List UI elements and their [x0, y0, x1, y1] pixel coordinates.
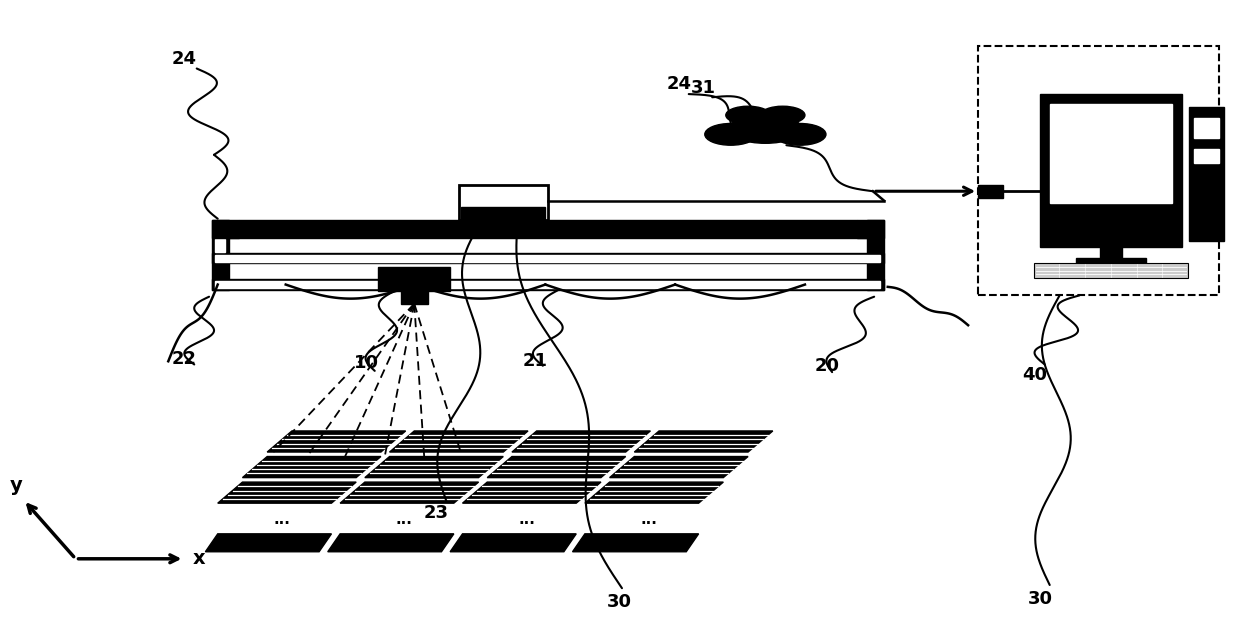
Polygon shape — [243, 456, 380, 478]
Bar — [212, 220, 229, 290]
Bar — [216, 281, 881, 288]
Polygon shape — [857, 220, 885, 238]
Polygon shape — [212, 220, 239, 238]
Polygon shape — [206, 534, 332, 551]
Bar — [978, 185, 1002, 198]
Bar — [1033, 263, 1188, 278]
Bar — [400, 291, 427, 304]
Bar — [1077, 257, 1146, 264]
Bar — [212, 279, 885, 290]
Text: 24: 24 — [172, 50, 197, 68]
Polygon shape — [218, 482, 356, 503]
Ellipse shape — [761, 106, 805, 124]
Bar — [1189, 107, 1224, 241]
Polygon shape — [389, 431, 528, 452]
Text: 30: 30 — [1027, 590, 1052, 608]
Ellipse shape — [705, 123, 757, 145]
Ellipse shape — [726, 106, 771, 124]
Bar — [461, 207, 545, 219]
Text: 23: 23 — [424, 504, 449, 522]
Text: ...: ... — [641, 512, 658, 527]
Text: x: x — [193, 550, 206, 568]
Polygon shape — [610, 456, 748, 478]
Bar — [1040, 94, 1182, 247]
Bar — [458, 185, 548, 220]
Bar — [216, 239, 225, 252]
Polygon shape — [450, 534, 576, 551]
Bar — [378, 266, 450, 291]
Ellipse shape — [729, 115, 803, 143]
Polygon shape — [512, 431, 650, 452]
Text: 20: 20 — [815, 357, 840, 375]
Polygon shape — [487, 456, 626, 478]
Bar — [867, 220, 885, 290]
Bar — [978, 46, 1219, 295]
Bar — [216, 255, 881, 261]
Bar — [212, 253, 885, 263]
Text: 22: 22 — [172, 351, 197, 369]
Text: ...: ... — [518, 512, 535, 527]
Bar — [1194, 118, 1219, 137]
Polygon shape — [268, 431, 405, 452]
Polygon shape — [585, 482, 724, 503]
Polygon shape — [364, 456, 503, 478]
Text: 40: 40 — [1022, 367, 1047, 385]
Bar — [1049, 103, 1172, 203]
Text: y: y — [10, 476, 22, 495]
Polygon shape — [341, 482, 478, 503]
Bar — [212, 220, 885, 238]
Polygon shape — [462, 482, 601, 503]
Polygon shape — [572, 534, 699, 551]
Text: 10: 10 — [353, 354, 379, 372]
Text: 31: 31 — [691, 79, 716, 97]
Text: ...: ... — [274, 512, 290, 527]
Bar — [1100, 247, 1123, 259]
Bar — [1194, 149, 1219, 163]
Bar — [493, 213, 513, 220]
Text: 30: 30 — [607, 593, 632, 611]
Text: 24: 24 — [667, 76, 691, 94]
Polygon shape — [634, 431, 773, 452]
Text: 21: 21 — [523, 352, 548, 370]
Text: ...: ... — [396, 512, 413, 527]
Ellipse shape — [774, 123, 826, 145]
Polygon shape — [328, 534, 453, 551]
